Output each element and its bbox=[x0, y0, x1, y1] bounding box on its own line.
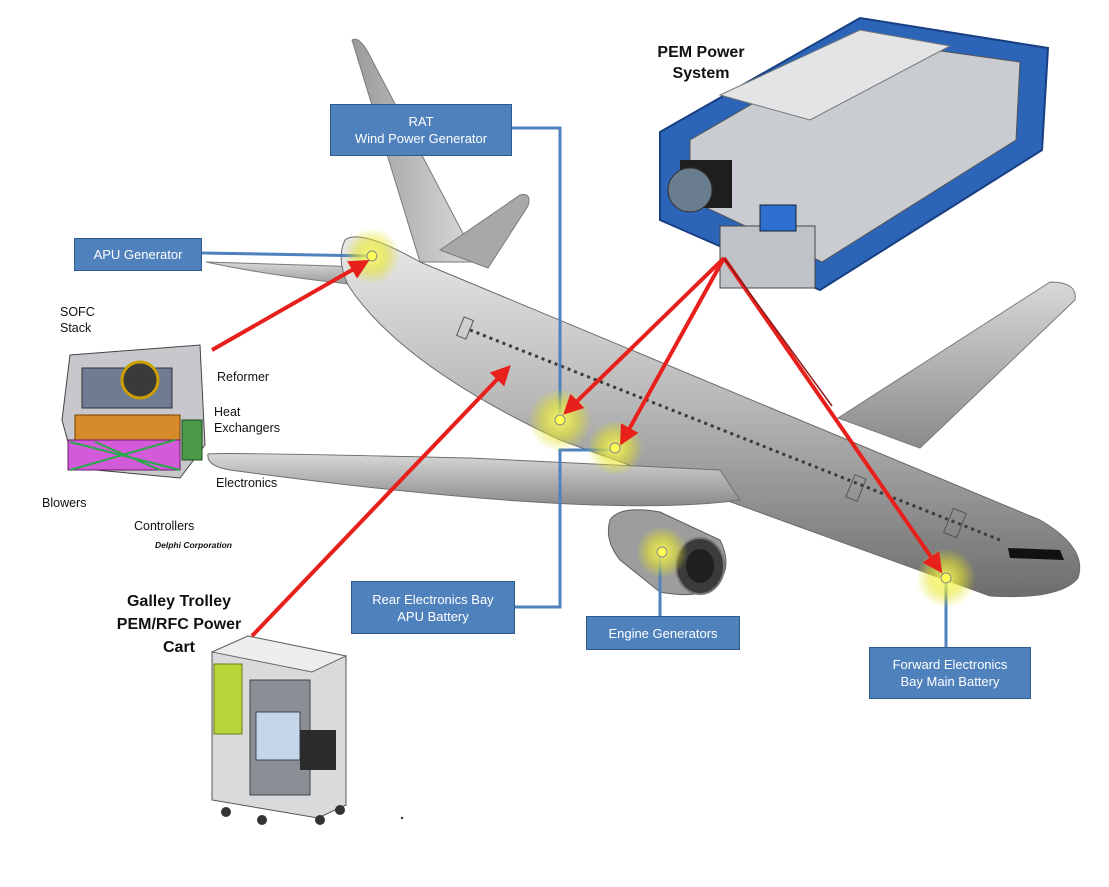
pem-power-system-image bbox=[659, 16, 1050, 292]
galley-trolley-image bbox=[210, 635, 348, 825]
galley-title-line1: Galley Trolley bbox=[126, 593, 232, 610]
rat-callout: RAT Wind Power Generator bbox=[330, 104, 512, 156]
rear-electronics-bay-callout: Rear Electronics Bay APU Battery bbox=[351, 581, 515, 634]
pem-power-system-title: PEM Power System bbox=[646, 42, 756, 84]
galley-to-fuselage-arrow bbox=[250, 365, 511, 638]
apu-generator-callout: APU Generator bbox=[74, 238, 202, 271]
sofc-stack-line2: Stack bbox=[60, 321, 92, 335]
forward-bay-line1: Forward Electronics bbox=[892, 657, 1008, 672]
galley-trolley-title: Galley Trolley PEM/RFC Power Cart bbox=[104, 590, 254, 659]
galley-title-line2: PEM/RFC Power bbox=[116, 616, 242, 633]
stray-dot bbox=[400, 816, 404, 820]
heat-exchangers-label: Heat Exchangers bbox=[214, 404, 280, 436]
rear-bay-line1: Rear Electronics Bay bbox=[372, 591, 494, 607]
pem-to-forward-arrow bbox=[722, 256, 943, 574]
delphi-credit: Delphi Corporation bbox=[155, 540, 232, 550]
sofc-to-apu-arrow bbox=[211, 260, 370, 352]
sofc-stack-label: SOFC Stack bbox=[60, 304, 95, 336]
engine-generators-label: Engine Generators bbox=[608, 625, 718, 641]
pem-title-line1: PEM Power bbox=[657, 44, 745, 61]
heat-line2: Exchangers bbox=[214, 421, 281, 435]
sofc-stack-line1: SOFC bbox=[60, 305, 95, 319]
sofc-unit-image bbox=[61, 344, 206, 479]
blowers-label: Blowers bbox=[42, 496, 87, 510]
power-flow-arrows bbox=[211, 256, 943, 638]
reformer-label: Reformer bbox=[217, 370, 270, 384]
forward-electronics-bay-callout: Forward Electronics Bay Main Battery bbox=[869, 647, 1031, 699]
pem-to-rear-arrow bbox=[620, 257, 726, 446]
apu-generator-leader bbox=[201, 251, 373, 258]
rat-leader bbox=[512, 126, 562, 420]
rat-callout-line2: Wind Power Generator bbox=[354, 131, 488, 146]
electronics-label: Electronics bbox=[216, 476, 278, 490]
pem-to-engine-thin-line bbox=[723, 257, 833, 407]
forward-bay-line2: Bay Main Battery bbox=[900, 674, 1000, 689]
pem-title-line2: System bbox=[672, 65, 730, 82]
apu-generator-label: APU Generator bbox=[93, 247, 183, 262]
controllers-label: Controllers bbox=[134, 519, 195, 533]
rear-bay-line2: APU Battery bbox=[397, 608, 469, 624]
heat-line1: Heat bbox=[214, 405, 241, 419]
galley-title-line3: Cart bbox=[162, 639, 195, 656]
rat-callout-line1: RAT bbox=[408, 114, 434, 129]
pem-to-rat-arrow bbox=[563, 256, 726, 415]
engine-generators-callout: Engine Generators bbox=[586, 616, 740, 650]
